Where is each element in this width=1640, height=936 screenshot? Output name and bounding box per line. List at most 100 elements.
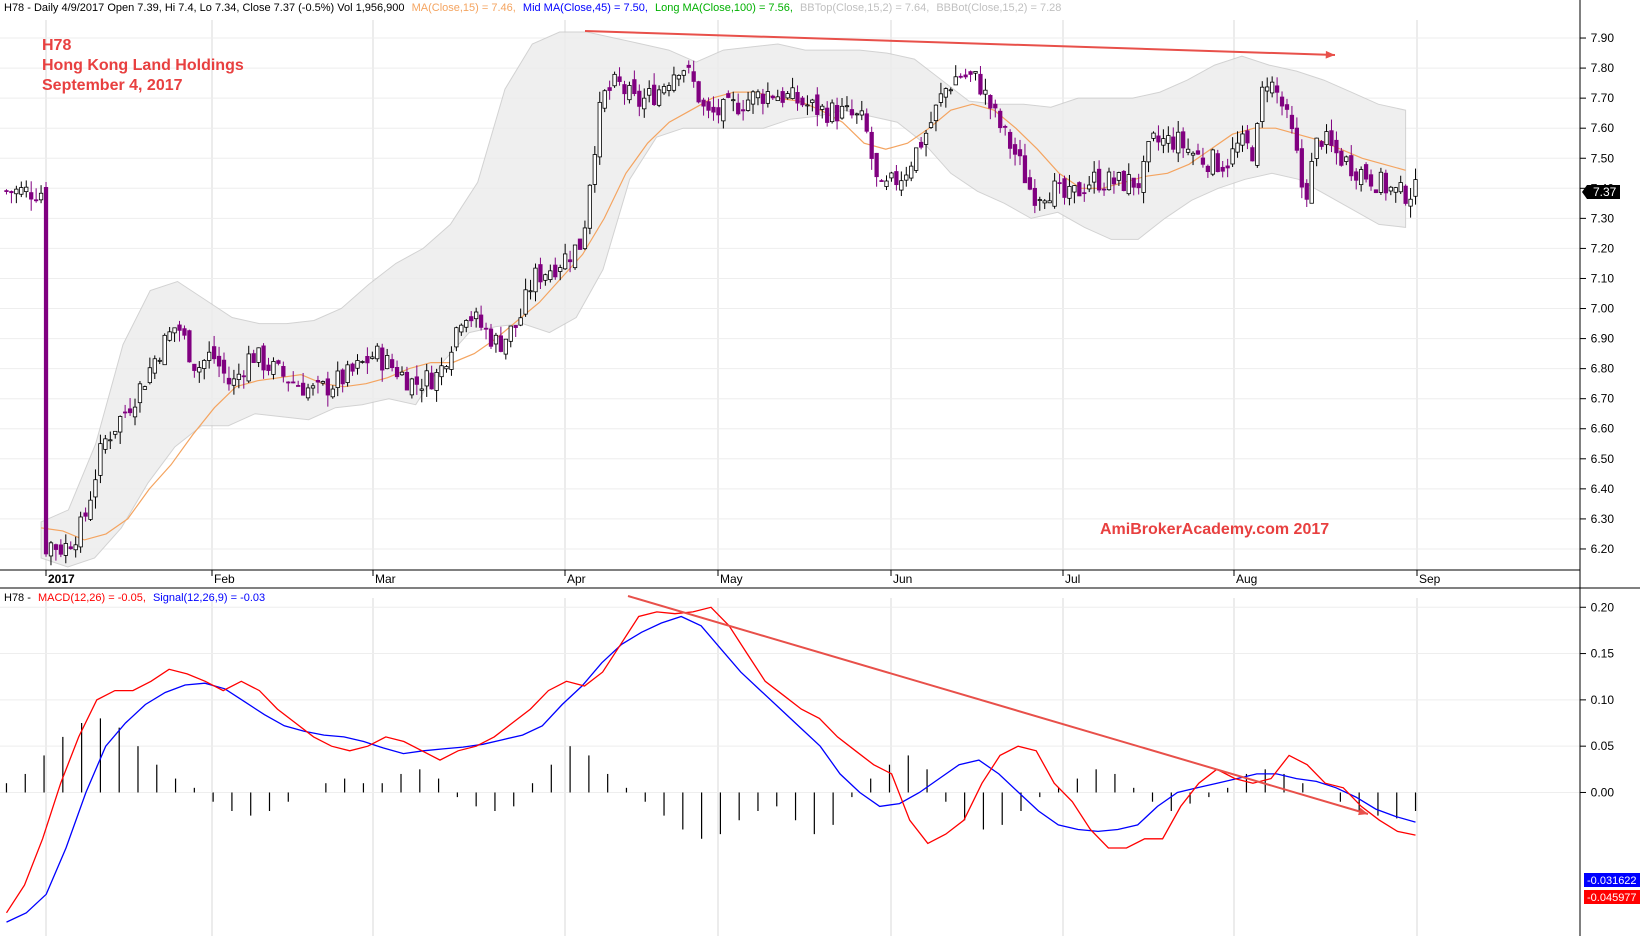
candle-body	[1106, 171, 1112, 191]
x-tick-label: May	[720, 572, 743, 586]
candle-body	[736, 102, 741, 115]
candle-body	[726, 93, 731, 98]
price-tick-label: 6.40	[1591, 482, 1615, 496]
candle-body	[192, 363, 197, 371]
candle-body	[518, 317, 523, 326]
candle-body	[310, 385, 316, 389]
x-tick-label: Apr	[567, 572, 586, 586]
candle-body	[1087, 184, 1092, 190]
candle-body	[434, 372, 439, 391]
candle-body	[429, 372, 434, 390]
candle-body	[963, 74, 968, 78]
candle-body	[548, 270, 553, 281]
ma15-line	[41, 91, 1406, 541]
x-tick-label: Jul	[1065, 572, 1080, 586]
candle-body	[375, 345, 380, 360]
candle-body	[1200, 157, 1206, 165]
candle-body	[493, 334, 499, 345]
candle-body	[854, 113, 859, 116]
candle-body	[147, 367, 152, 384]
candle-body	[177, 324, 182, 331]
candle-body	[113, 430, 118, 435]
candle-body	[1260, 86, 1265, 122]
candle-body	[1176, 131, 1181, 154]
candle-body	[281, 366, 286, 377]
candle-body	[19, 187, 24, 195]
candle-body	[681, 70, 686, 76]
candle-body	[439, 365, 444, 378]
candle-body	[1012, 144, 1018, 155]
candle-body	[118, 416, 123, 433]
candle-body	[207, 351, 212, 361]
candle-body	[187, 330, 192, 363]
candle-body	[617, 76, 622, 82]
last-price-tag: 7.37	[1582, 185, 1620, 199]
price-axis: 7.907.807.707.607.507.407.307.207.107.00…	[1580, 31, 1614, 556]
candle-body	[750, 91, 756, 105]
candle-body	[152, 358, 157, 374]
price-tick-label: 6.70	[1591, 392, 1615, 406]
candle-body	[1388, 186, 1393, 192]
price-tick-label: 7.30	[1591, 211, 1615, 225]
candle-body	[741, 109, 746, 112]
candle-body	[483, 327, 489, 330]
candle-body	[1047, 200, 1052, 204]
candle-body	[696, 81, 701, 103]
candle-body	[572, 244, 578, 269]
candle-body	[973, 71, 978, 74]
candle-body	[459, 324, 464, 333]
price-tick-label: 7.90	[1591, 31, 1615, 45]
candle-body	[1368, 174, 1374, 187]
candle-body	[1096, 168, 1102, 191]
candle-body	[790, 87, 795, 100]
macd-lines	[5, 606, 1416, 923]
candle-body	[647, 88, 652, 96]
signal-tag: -0.031622	[1584, 873, 1640, 887]
candle-body	[1072, 185, 1077, 193]
candle-body	[567, 259, 573, 263]
macd-trend-line-head	[1358, 807, 1368, 816]
candle-body	[874, 152, 879, 178]
candle-body	[1299, 148, 1304, 188]
macd-tick-label: 0.05	[1591, 739, 1615, 753]
candle-body	[93, 479, 98, 498]
watermark-company: Hong Kong Land Holdings	[42, 57, 244, 74]
candle-body	[1082, 192, 1087, 195]
candle-body	[231, 378, 237, 386]
candle-body	[345, 364, 350, 383]
price-tick-label: 6.20	[1591, 542, 1615, 556]
candle-body	[563, 253, 568, 270]
candle-body	[839, 105, 845, 119]
candle-body	[1116, 172, 1122, 181]
candle-body	[716, 107, 721, 116]
candle-body	[760, 93, 766, 104]
candle-body	[879, 180, 884, 182]
trend-lines	[584, 30, 1369, 816]
candle-body	[424, 370, 429, 387]
candle-body	[1067, 186, 1072, 199]
candle-body	[1363, 164, 1369, 180]
candle-body	[820, 105, 825, 110]
header-lead: H78 - Daily 4/9/2017 Open 7.39, Hi 7.4, …	[4, 2, 405, 14]
candle-body	[162, 334, 167, 366]
candle-body	[251, 353, 256, 363]
candle-body	[88, 499, 93, 520]
candle-body	[978, 73, 983, 95]
candle-body	[745, 99, 751, 111]
candle-body	[943, 88, 948, 98]
candle-body	[652, 84, 657, 106]
candle-body	[241, 375, 246, 378]
candle-body	[607, 87, 612, 91]
candle-body	[108, 439, 113, 442]
candle-body	[661, 86, 667, 94]
candle-body	[844, 105, 850, 108]
candle-body	[869, 131, 874, 159]
candle-body	[43, 187, 49, 555]
time-axis: 2017 Feb Mar Apr May Jun Jul Aug Sep	[45, 570, 1441, 586]
candle-body	[1220, 166, 1225, 172]
candle-body	[320, 381, 326, 384]
candle-body	[14, 188, 19, 195]
candle-body	[958, 75, 963, 78]
candle-body	[968, 71, 973, 75]
watermark-site: AmiBrokerAcademy.com 2017	[1100, 521, 1329, 538]
